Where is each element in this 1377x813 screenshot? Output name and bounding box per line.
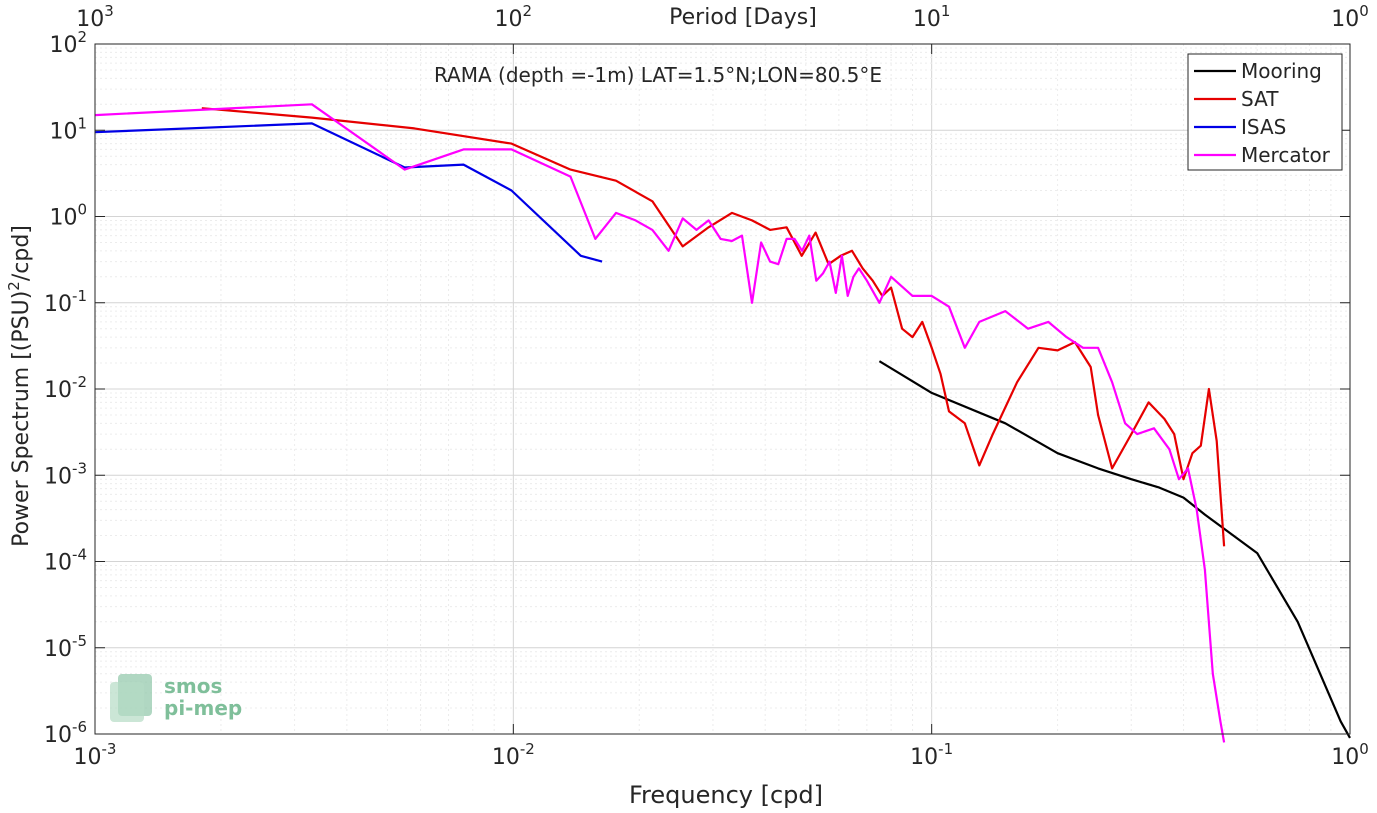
top-tick-label-exp: 2 bbox=[523, 2, 533, 20]
legend-label-isas: ISAS bbox=[1241, 115, 1286, 139]
series-layer bbox=[94, 103, 1351, 743]
y-tick-label-base: 10 bbox=[49, 33, 77, 58]
x-tick-label-base: 10 bbox=[492, 745, 520, 770]
top-tick-label-exp: 3 bbox=[104, 2, 114, 20]
legend: Mooring SAT ISAS Mercator bbox=[1187, 53, 1343, 171]
x-tick-label-exp: 0 bbox=[1359, 740, 1369, 758]
y-tick-label-base: 10 bbox=[44, 637, 72, 662]
top-tick-label: 102 bbox=[495, 2, 533, 32]
y-tick-label: 10-6 bbox=[44, 718, 87, 748]
series-line-mooring bbox=[878, 360, 1351, 739]
grid bbox=[95, 44, 1350, 734]
logo-text-smos: smos bbox=[164, 674, 222, 698]
y-axis-label-tail: /cpd] bbox=[9, 225, 34, 281]
top-tick-label-base: 10 bbox=[495, 7, 523, 32]
x-tick-label-base: 10 bbox=[74, 745, 102, 770]
y-tick-label: 10-1 bbox=[44, 287, 87, 317]
y-tick-label-base: 10 bbox=[44, 378, 72, 403]
x-axis-label: Frequency [cpd] bbox=[629, 781, 823, 809]
y-tick-label-exp: -2 bbox=[72, 373, 87, 391]
legend-label-sat: SAT bbox=[1241, 87, 1279, 111]
y-axis-label-main: Power Spectrum [(PSU) bbox=[9, 291, 34, 547]
y-tick-label-exp: 0 bbox=[77, 201, 87, 219]
x-tick-label: 10-2 bbox=[492, 740, 535, 770]
y-tick-label: 10-2 bbox=[44, 373, 87, 403]
y-tick-label-exp: -4 bbox=[72, 546, 87, 564]
top-tick-label-exp: 0 bbox=[1359, 2, 1369, 20]
y-tick-label-exp: 1 bbox=[77, 114, 87, 132]
x-tick-label-base: 10 bbox=[1331, 745, 1359, 770]
y-tick-label-exp: -3 bbox=[72, 459, 87, 477]
legend-label-mercator: Mercator bbox=[1241, 143, 1331, 167]
top-tick-label-base: 10 bbox=[76, 7, 104, 32]
y-axis-label-sup: 2 bbox=[5, 281, 23, 291]
x-tick-label: 100 bbox=[1331, 740, 1369, 770]
top-tick-label-exp: 1 bbox=[941, 2, 951, 20]
top-tick-label-base: 10 bbox=[1331, 7, 1359, 32]
legend-box bbox=[1187, 53, 1343, 171]
y-tick-label: 101 bbox=[49, 114, 87, 144]
series-line-isas bbox=[94, 122, 603, 263]
legend-label-mooring: Mooring bbox=[1241, 59, 1322, 83]
y-tick-label: 10-4 bbox=[44, 546, 87, 576]
y-axis-label: Power Spectrum [(PSU)2/cpd] bbox=[5, 225, 34, 547]
logo-text-pimep: pi-mep bbox=[164, 696, 242, 720]
top-tick-label: 100 bbox=[1331, 2, 1369, 32]
y-tick-label-base: 10 bbox=[49, 119, 77, 144]
y-tick-label-base: 10 bbox=[44, 551, 72, 576]
y-tick-label-exp: -1 bbox=[72, 287, 87, 305]
y-tick-label-base: 10 bbox=[49, 206, 77, 231]
smos-pi-mep-logo: smos pi-mep bbox=[110, 674, 242, 722]
top-tick-label: 101 bbox=[913, 2, 951, 32]
y-tick-label-exp: -5 bbox=[72, 632, 87, 650]
y-tick-label-exp: 2 bbox=[77, 28, 87, 46]
x-tick-label: 10-1 bbox=[910, 740, 953, 770]
y-tick-label-base: 10 bbox=[44, 292, 72, 317]
x-tick-label-exp: -3 bbox=[102, 740, 117, 758]
x-tick-label-exp: -1 bbox=[938, 740, 953, 758]
chart-title: RAMA (depth =-1m) LAT=1.5°N;LON=80.5°E bbox=[434, 63, 882, 87]
top-axis-label: Period [Days] bbox=[669, 5, 817, 30]
y-tick-label-exp: -6 bbox=[72, 718, 87, 736]
y-tick-label-base: 10 bbox=[44, 723, 72, 748]
y-tick-label: 10-5 bbox=[44, 632, 87, 662]
x-tick-label-exp: -2 bbox=[520, 740, 535, 758]
y-tick-label: 100 bbox=[49, 201, 87, 231]
top-tick-label-base: 10 bbox=[913, 7, 941, 32]
y-tick-label-base: 10 bbox=[44, 464, 72, 489]
y-tick-label: 10-3 bbox=[44, 459, 87, 489]
series-line-sat bbox=[201, 107, 1226, 547]
top-tick-label: 103 bbox=[76, 2, 114, 32]
y-tick-label: 102 bbox=[49, 28, 87, 58]
x-tick-label: 10-3 bbox=[74, 740, 117, 770]
series-line-mercator bbox=[94, 103, 1226, 743]
logo-mark-layer bbox=[110, 682, 144, 722]
x-tick-label-base: 10 bbox=[910, 745, 938, 770]
